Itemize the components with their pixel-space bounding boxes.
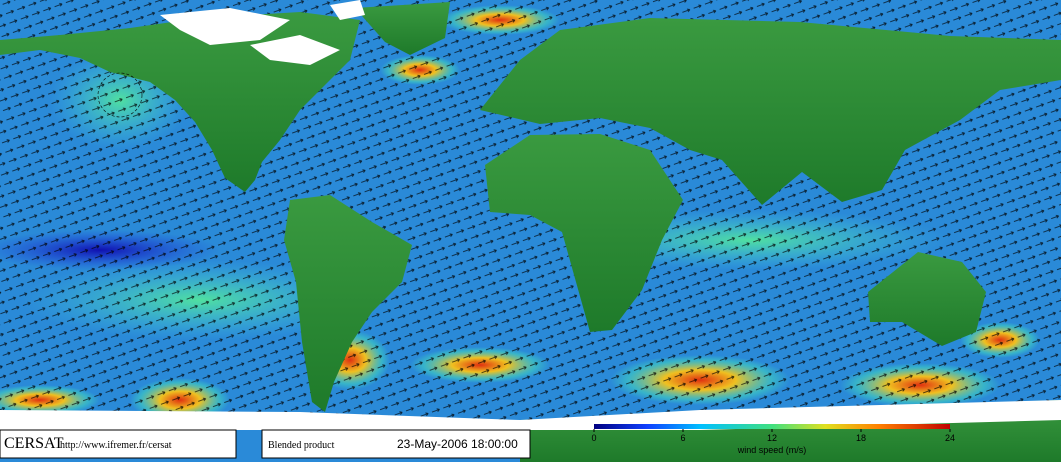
colorbar <box>594 424 950 429</box>
colorbar-tick-label: 18 <box>856 433 866 443</box>
colorbar-axis: 0 6 12 18 24 <box>591 429 955 443</box>
date: 23-May-2006 18:00:00 <box>397 437 518 451</box>
ice <box>0 0 1061 430</box>
colorbar-tick-label: 24 <box>945 433 955 443</box>
url: http://www.ifremer.fr/cersat <box>60 440 172 451</box>
logo: CERSAT <box>4 435 64 452</box>
colorbar-tick-label: 6 <box>680 433 685 443</box>
product-box <box>261 429 531 459</box>
info-box <box>0 429 237 459</box>
cyclone <box>97 72 143 118</box>
colorbar-label: wind speed (m/s) <box>737 445 807 455</box>
colorbar-tick-label: 0 <box>591 433 596 443</box>
product: Blended product <box>268 440 335 451</box>
colorbar-tick-label: 12 <box>767 433 777 443</box>
